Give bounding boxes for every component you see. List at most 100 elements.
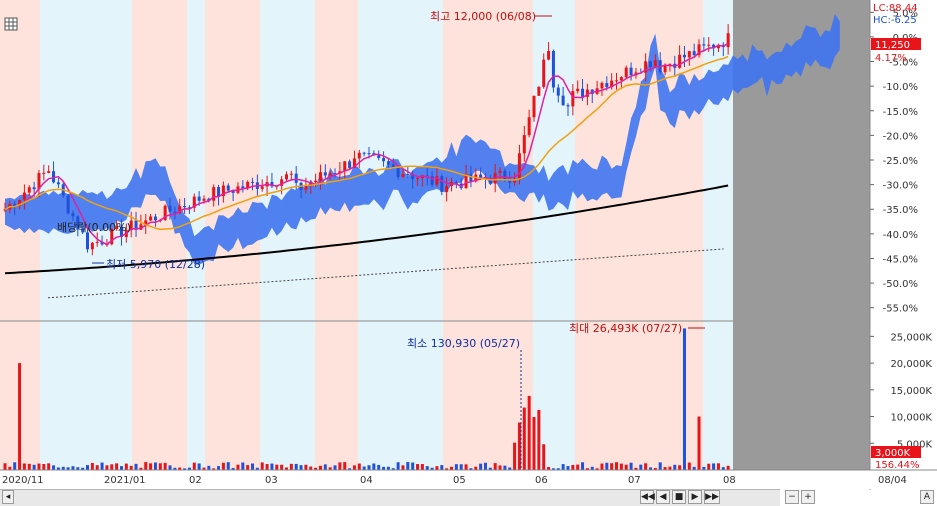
volume-bar — [71, 466, 75, 470]
candle-body — [352, 158, 356, 168]
volume-bar — [561, 464, 565, 470]
candle-body — [561, 95, 565, 106]
candle-body — [66, 195, 70, 214]
candle-body — [682, 54, 686, 58]
zoom-in-button[interactable]: + — [801, 490, 815, 504]
next-page-button[interactable]: ▶▶ — [704, 490, 720, 504]
volume-bar — [600, 463, 604, 470]
volume-bars — [3, 328, 730, 470]
volume-bar — [255, 467, 259, 470]
candle-body — [260, 186, 264, 189]
volume-bar — [682, 328, 686, 470]
volume-bar — [450, 466, 454, 470]
month-band — [132, 0, 187, 470]
x-tick-label: 05 — [453, 475, 466, 486]
candle-body — [537, 86, 541, 96]
min-volume-label: 최소 130,930 (05/27) — [407, 337, 520, 350]
candle-body — [391, 164, 395, 168]
min-price-label: 최저 5,970 (12/28) — [106, 258, 205, 271]
y-tick-label: -45.0% — [883, 254, 918, 265]
volume-bar — [610, 463, 614, 470]
volume-bar — [396, 462, 400, 470]
candle-body — [551, 51, 555, 88]
volume-bar — [663, 467, 667, 470]
volume-bar — [411, 462, 415, 470]
volume-bar — [95, 465, 99, 470]
volume-bar — [76, 467, 80, 470]
current-price: 11,250 — [875, 40, 910, 51]
x-tick-label: 2020/11 — [2, 475, 44, 486]
candle-body — [416, 177, 420, 179]
candle-body — [648, 61, 652, 68]
font-button[interactable]: A — [920, 490, 934, 504]
candle-body — [687, 51, 691, 58]
volume-bar — [391, 468, 395, 470]
candle-body — [498, 170, 502, 174]
volume-bar — [13, 462, 17, 470]
volume-bar — [547, 466, 551, 470]
axis-background — [870, 0, 937, 490]
volume-bar — [318, 465, 322, 470]
volume-bar — [367, 465, 371, 470]
candle-body — [76, 216, 80, 230]
zoom-out-button[interactable]: − — [785, 490, 799, 504]
candle-body — [144, 220, 148, 225]
candle-body — [425, 175, 429, 177]
volume-bar — [362, 466, 366, 470]
candle-body — [692, 51, 696, 56]
candle-body — [357, 152, 361, 159]
volume-bar — [212, 468, 216, 470]
candle-body — [712, 44, 716, 49]
candle-body — [100, 241, 104, 245]
candle-body — [231, 190, 235, 193]
y-tick-label: -30.0% — [883, 181, 918, 192]
prev-page-button[interactable]: ◀◀ — [640, 490, 655, 504]
stop-button[interactable]: ■ — [672, 490, 686, 504]
play-button[interactable]: ▶ — [688, 490, 702, 504]
volume-bar — [435, 466, 439, 470]
candle-body — [294, 173, 298, 183]
candle-body — [517, 153, 521, 180]
volume-bar — [32, 464, 36, 470]
grid-icon-frame — [4, 17, 18, 31]
candle-body — [615, 80, 619, 82]
candle-body — [251, 181, 255, 183]
volume-bar — [648, 467, 652, 470]
volume-bar — [37, 463, 41, 470]
x-tick-label: 07 — [628, 475, 641, 486]
volume-bar — [576, 464, 580, 470]
candle-body — [217, 187, 221, 197]
candle-body — [47, 171, 51, 173]
horizontal-scrollbar[interactable] — [0, 489, 780, 506]
volume-bar — [585, 468, 589, 470]
scroll-left-button[interactable]: ◂ — [2, 490, 14, 504]
candle-body — [401, 174, 405, 177]
volume-bar — [284, 467, 288, 470]
candle-body — [343, 161, 347, 172]
y-tick-label: 5.0% — [893, 8, 918, 19]
candle-body — [508, 179, 512, 183]
volume-bar — [488, 467, 492, 470]
volume-bar — [542, 444, 546, 470]
volume-bar — [289, 463, 293, 470]
volume-bar — [668, 466, 672, 470]
volume-bar — [124, 463, 128, 470]
candle-body — [280, 179, 284, 186]
volume-bar — [100, 462, 104, 470]
volume-bar — [678, 465, 682, 470]
volume-bar — [47, 463, 51, 470]
candle-body — [328, 173, 332, 176]
candle-body — [605, 83, 609, 88]
volume-bar — [192, 462, 196, 470]
volume-bar — [615, 462, 619, 470]
volume-bar — [309, 466, 313, 470]
volume-bar — [634, 467, 638, 470]
candle-body — [362, 152, 366, 154]
volume-bar — [474, 466, 478, 470]
volume-bar — [377, 464, 381, 470]
prev-button[interactable]: ◀ — [656, 490, 670, 504]
grid-icon — [4, 17, 18, 31]
candle-body — [90, 242, 94, 250]
volume-bar — [275, 464, 279, 470]
